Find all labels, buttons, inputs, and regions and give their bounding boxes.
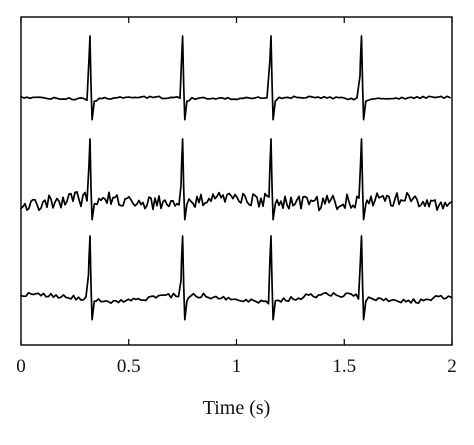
x-axis-label: Time (s) — [203, 397, 271, 419]
x-tick-label-0: 0 — [16, 356, 26, 377]
signal-trace-1 — [20, 35, 451, 121]
x-tick-label-1: 0.5 — [117, 356, 141, 377]
signal-trace-2 — [20, 138, 452, 221]
x-ticks-layer: 0 0.5 1 1.5 2 — [16, 17, 457, 377]
x-tick-label-3: 1.5 — [332, 356, 356, 377]
signal-trace-3 — [20, 235, 452, 321]
traces-layer — [20, 35, 452, 321]
x-tick-label-2: 1 — [232, 356, 242, 377]
x-tick-label-4: 2 — [447, 356, 457, 377]
